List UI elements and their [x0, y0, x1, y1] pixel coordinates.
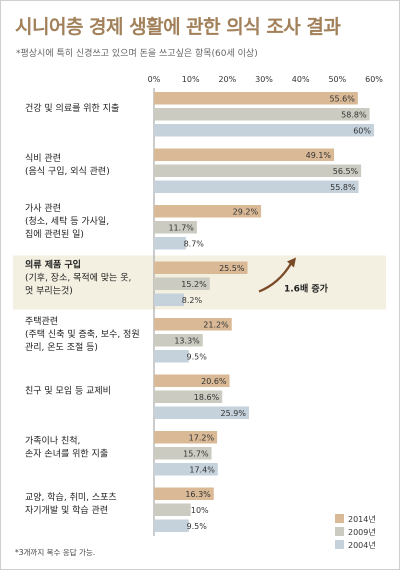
data-label: 60% [353, 127, 371, 136]
bar-2014년 [154, 318, 232, 331]
data-label: 29.2% [233, 208, 259, 217]
bar-2014년 [154, 261, 248, 274]
bar-2014년 [154, 92, 358, 105]
bar-2004년 [154, 180, 359, 193]
annotation-text: 1.6배 증가 [284, 283, 329, 295]
data-label: 16.3% [185, 490, 211, 499]
bar-2009년 [154, 164, 362, 177]
annotation-arrowhead [287, 257, 296, 268]
data-label: 18.6% [194, 393, 220, 402]
category-label: 주택관련 [25, 316, 58, 327]
bar-2004년 [154, 237, 186, 250]
x-tick-label: 10% [182, 75, 200, 84]
data-label: 11.7% [168, 224, 194, 233]
bar-2004년 [154, 293, 185, 306]
bar-2014년 [154, 487, 214, 500]
x-tick-label: 50% [328, 75, 346, 84]
data-label: 8.2% [182, 296, 203, 305]
x-tick-label: 0% [148, 75, 161, 84]
footnote: *3개까지 복수 응답 가능. [15, 548, 96, 557]
category-label: 건강 및 의료를 위한 지출 [25, 102, 119, 114]
bar-2004년 [154, 519, 189, 532]
bar-2009년 [154, 503, 191, 516]
bar-2014년 [154, 374, 230, 387]
bar-2014년 [154, 431, 218, 444]
bar-2009년 [154, 277, 210, 290]
data-label: 8.7% [184, 240, 205, 249]
chart-title: 시니어층 경제 생활에 관한 의식 조사 결과 [15, 16, 341, 38]
bar-2004년 [154, 406, 249, 419]
data-label: 21.2% [203, 321, 229, 330]
legend-label: 2009년 [348, 527, 376, 537]
data-label: 13.3% [174, 337, 200, 346]
x-tick-label: 30% [255, 75, 273, 84]
bar-2009년 [154, 108, 370, 121]
data-label: 55.8% [330, 183, 356, 192]
bar-2004년 [154, 124, 374, 137]
bar-2014년 [154, 205, 262, 218]
category-label: (기후, 장소, 목적에 맞는 옷, [25, 272, 131, 284]
data-label: 17.2% [189, 434, 215, 443]
category-label: 식비 관련 [25, 153, 61, 164]
data-label: 25.9% [221, 409, 247, 418]
category-label: (청소, 세탁 등 가사일, [25, 215, 109, 227]
bar-2004년 [154, 463, 218, 476]
legend-swatch [335, 514, 344, 523]
data-label: 58.8% [341, 111, 367, 120]
chart-subtitle: *평상시에 특히 신경쓰고 있으며 돈을 쓰고싶은 항목(60세 이상) [16, 49, 258, 59]
x-tick-label: 40% [292, 75, 310, 84]
category-label: (음식 구입, 외식 관련) [25, 165, 110, 177]
legend-swatch [335, 527, 344, 536]
annotation-arrow [258, 262, 292, 293]
data-label: 25.5% [219, 264, 245, 273]
data-label: 9.5% [187, 353, 208, 362]
legend-label: 2004년 [348, 540, 376, 550]
category-label: (주택 신축 및 증축, 보수, 정원 [25, 328, 140, 340]
category-label: 관리, 온도 조절 등) [25, 341, 98, 353]
category-label: 가사 관련 [25, 203, 61, 214]
category-label: 친구 및 모임 등 교제비 [25, 385, 111, 397]
category-label: 손자 손녀를 위한 지출 [25, 449, 108, 460]
bar-2014년 [154, 148, 335, 161]
data-label: 10% [191, 506, 209, 515]
data-label: 56.5% [333, 167, 359, 176]
category-label: 의류 제품 구입 [25, 259, 81, 271]
data-label: 9.5% [187, 522, 208, 531]
bar-2009년 [154, 447, 212, 460]
data-label: 15.7% [183, 450, 209, 459]
bar-2009년 [154, 390, 223, 403]
data-label: 49.1% [306, 151, 332, 160]
category-label: 자기개발 및 학습 관련 [25, 504, 108, 516]
category-label: 교양, 학습, 취미, 스포츠 [25, 492, 117, 503]
data-label: 17.4% [189, 466, 215, 475]
x-tick-label: 20% [218, 75, 236, 84]
legend-swatch [335, 540, 344, 549]
bar-2009년 [154, 334, 203, 347]
category-label: 멋 부리는것) [25, 286, 73, 297]
legend-label: 2014년 [348, 514, 376, 524]
bar-2009년 [154, 221, 197, 234]
category-label: 가족이나 친척, [25, 436, 80, 447]
bar-2004년 [154, 350, 189, 363]
data-label: 15.2% [181, 280, 207, 289]
data-label: 20.6% [201, 377, 227, 386]
x-tick-label: 60% [365, 75, 383, 84]
data-label: 55.6% [329, 95, 355, 104]
category-label: 집에 관련된 일) [25, 228, 84, 240]
